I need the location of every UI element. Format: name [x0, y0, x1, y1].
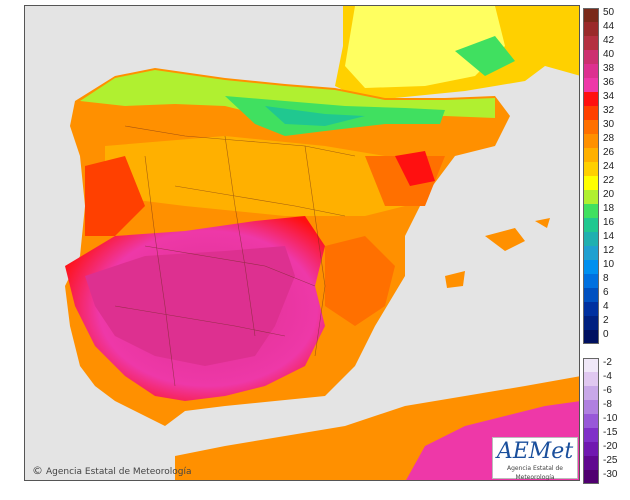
legend-label: 50	[603, 7, 615, 18]
legend-swatch	[583, 316, 599, 330]
color-legend: 50 44 42 40 38 36 34 32 30 28 26 24 22 20 18 16 14 12 10 8 6…	[583, 7, 629, 488]
cantabrian-cold-spot	[265, 106, 365, 126]
legend-label: -6	[603, 385, 612, 396]
legend-swatch	[583, 274, 599, 288]
legend-swatch	[583, 218, 599, 232]
legend-label: 6	[603, 287, 609, 298]
legend-swatch	[583, 232, 599, 246]
legend-swatch	[583, 204, 599, 218]
legend-swatch	[583, 36, 599, 50]
legend-swatch	[583, 358, 599, 372]
southeast-warm	[325, 236, 395, 326]
legend-swatch	[583, 372, 599, 386]
legend-swatch	[583, 50, 599, 64]
legend-label: -8	[603, 399, 612, 410]
map-svg	[25, 6, 579, 480]
legend-swatch	[583, 288, 599, 302]
credit-label: Agencia Estatal de Meteorología	[46, 467, 192, 477]
legend-label: -30	[603, 469, 618, 480]
legend-swatch	[583, 400, 599, 414]
portugal-north	[85, 156, 145, 236]
legend-swatch	[583, 260, 599, 274]
legend-swatch	[583, 302, 599, 316]
copyright-icon: ©	[32, 464, 43, 477]
alps-cool-area	[455, 36, 515, 76]
legend-label: 14	[603, 231, 615, 242]
legend-swatch	[583, 246, 599, 260]
legend-label: 32	[603, 105, 615, 116]
ebro-hot-spot	[395, 151, 435, 186]
legend-label: 4	[603, 301, 609, 312]
mallorca	[485, 228, 525, 251]
legend-label: 36	[603, 77, 615, 88]
legend-label: -10	[603, 413, 618, 424]
legend-swatch	[583, 78, 599, 92]
legend-label: 18	[603, 203, 615, 214]
temperature-map	[24, 5, 580, 481]
legend-label: 30	[603, 119, 615, 130]
guadalquivir-hot-core	[85, 246, 295, 366]
logo-subtitle: Agencia Estatal de Meteorología	[506, 465, 563, 481]
legend-swatch	[583, 470, 599, 484]
legend-label: 10	[603, 259, 615, 270]
region-borders	[114, 125, 356, 387]
legend-label: -4	[603, 371, 612, 382]
legend-swatch	[583, 22, 599, 36]
legend-label: 0	[603, 329, 609, 340]
logo-word: AEMet	[496, 439, 574, 464]
legend-swatch	[583, 176, 599, 190]
legend-label: 24	[603, 161, 615, 172]
credit-text: © Agencia Estatal de Meteorología	[32, 464, 192, 477]
legend-label: -20	[603, 441, 618, 452]
legend-swatch	[583, 386, 599, 400]
legend-label: 42	[603, 35, 615, 46]
legend-swatch	[583, 134, 599, 148]
legend-label: -15	[603, 427, 618, 438]
ibiza	[445, 271, 465, 288]
legend-label: 22	[603, 175, 615, 186]
legend-label: 8	[603, 273, 609, 284]
northern-plateau	[105, 136, 405, 216]
legend-label: 2	[603, 315, 609, 326]
legend-swatch	[583, 106, 599, 120]
legend-swatch	[583, 330, 599, 344]
legend-label: 40	[603, 49, 615, 60]
legend-swatch	[583, 442, 599, 456]
legend-swatch	[583, 414, 599, 428]
legend-swatch	[583, 162, 599, 176]
legend-swatch	[583, 456, 599, 470]
legend-label: 12	[603, 245, 615, 256]
legend-label: 16	[603, 217, 615, 228]
legend-label: 38	[603, 63, 615, 74]
legend-label: 34	[603, 91, 615, 102]
legend-label: -25	[603, 455, 618, 466]
aemet-logo: AEMet Agencia Estatal de Meteorología	[492, 437, 578, 481]
legend-label: 44	[603, 21, 615, 32]
legend-swatch	[583, 190, 599, 204]
legend-swatch	[583, 148, 599, 162]
legend-swatch	[583, 92, 599, 106]
legend-swatch	[583, 428, 599, 442]
legend-label: 20	[603, 189, 615, 200]
france-cool-area	[345, 6, 505, 88]
legend-swatch	[583, 8, 599, 22]
legend-label: -2	[603, 357, 612, 368]
legend-swatch	[583, 64, 599, 78]
legend-label: 26	[603, 147, 615, 158]
legend-label: 28	[603, 133, 615, 144]
menorca	[535, 218, 550, 228]
legend-swatch	[583, 120, 599, 134]
